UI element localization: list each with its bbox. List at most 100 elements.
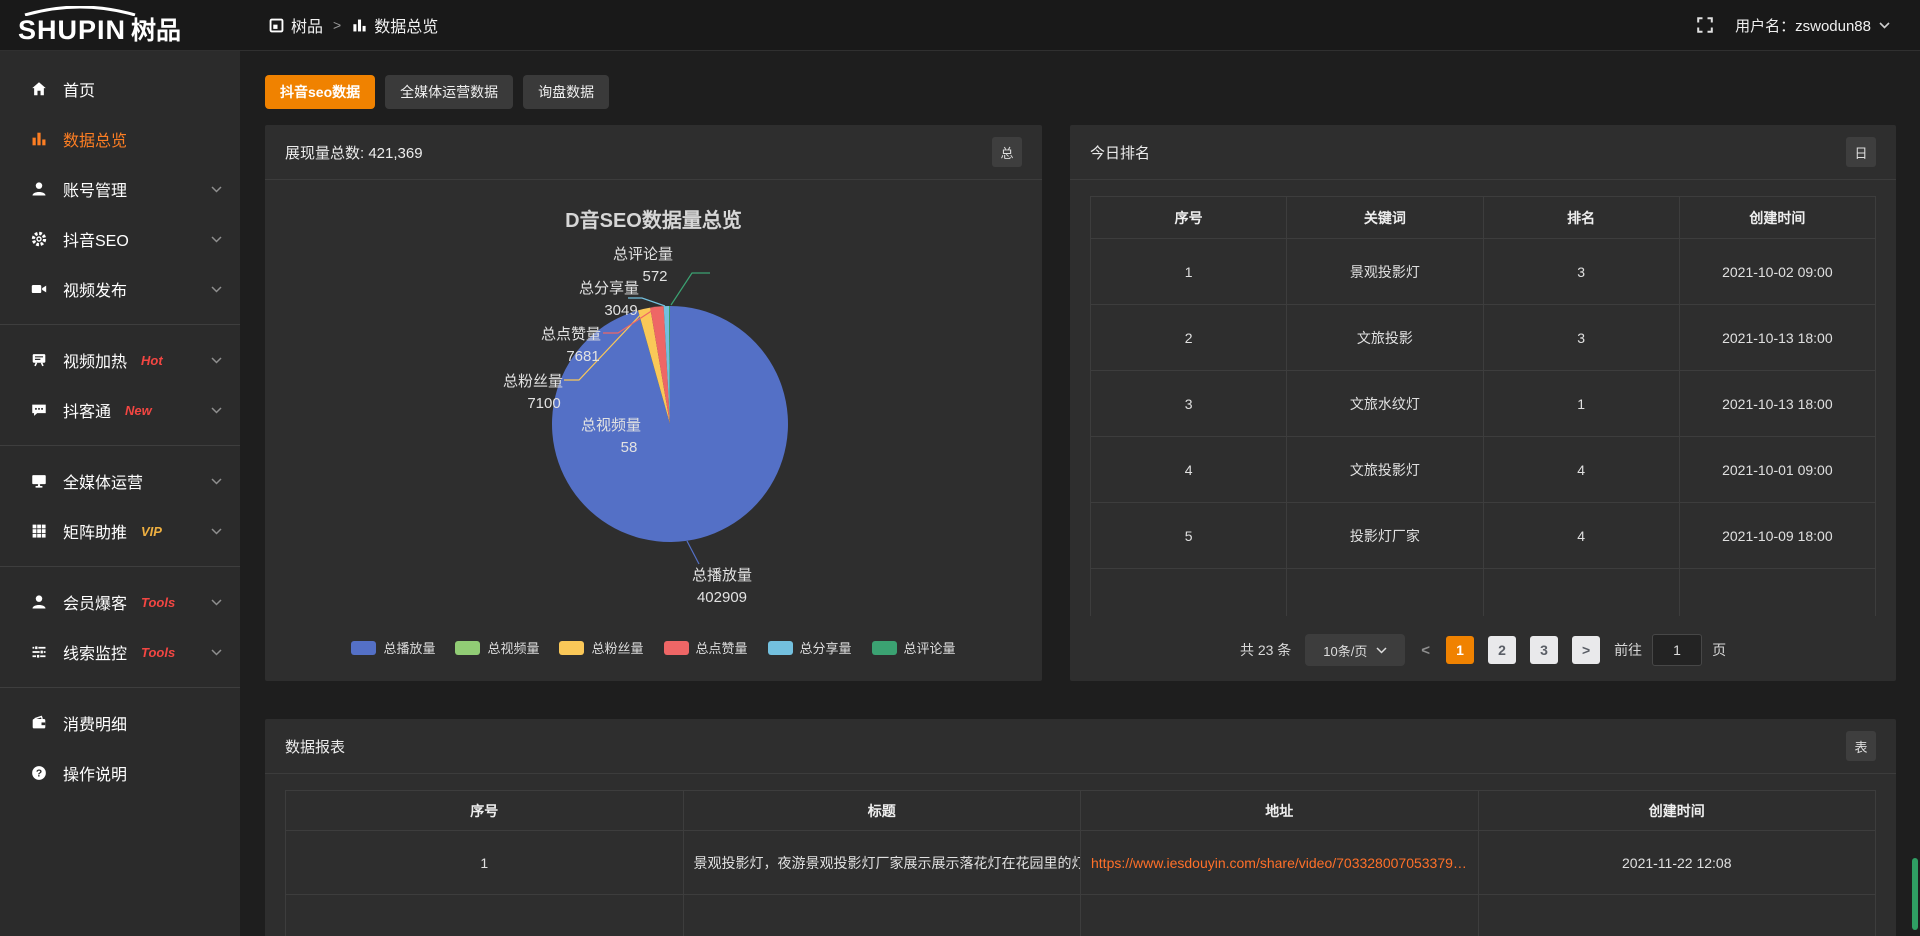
pie-slice-0 bbox=[551, 306, 788, 542]
tab-1[interactable]: 全媒体运营数据 bbox=[385, 75, 514, 109]
gear-icon bbox=[31, 231, 47, 247]
breadcrumb-root-label: 树品 bbox=[291, 19, 324, 36]
sidebar-item-label: 全媒体运营 bbox=[63, 475, 144, 492]
chevron-down-icon bbox=[211, 598, 222, 606]
sidebar-item-wallet[interactable]: 消费明细 bbox=[0, 698, 240, 748]
legend-item-4[interactable]: 总分享量 bbox=[767, 638, 852, 657]
table-cell: 2021-10-01 09:00 bbox=[1678, 436, 1876, 503]
tab-2[interactable]: 询盘数据 bbox=[523, 75, 610, 109]
prev-page-button[interactable]: < bbox=[1421, 641, 1431, 659]
fullscreen-icon[interactable] bbox=[1695, 15, 1715, 35]
table-row: 3 文旅水纹灯 1 2021-10-13 18:00 bbox=[1090, 370, 1876, 437]
page-button-1[interactable]: 1 bbox=[1446, 636, 1475, 664]
user-menu[interactable]: 用户名：zswodun88 bbox=[1735, 15, 1890, 36]
table-cell-title: 景观投影灯，夜游景观投影灯厂家展示展示落花灯在花园里的灯光投影应用效果 # bbox=[682, 830, 1081, 895]
table-cell: 3 bbox=[1090, 370, 1288, 437]
page-button-2[interactable]: 2 bbox=[1488, 636, 1517, 664]
table-cell: 2021-10-13 18:00 bbox=[1678, 304, 1876, 371]
sidebar-item-label: 视频加热 bbox=[63, 354, 128, 371]
main-content: 抖音seo数据 全媒体运营数据 询盘数据 展现量总数: 421,369 总 D音SE… bbox=[240, 51, 1920, 936]
chevron-down-icon bbox=[211, 406, 222, 414]
legend-label: 总分享量 bbox=[799, 641, 852, 656]
sidebar-item-home[interactable]: 首页 bbox=[0, 64, 240, 114]
table-cell: 文旅水纹灯 bbox=[1286, 370, 1484, 437]
table-cell-created: 2021-11-22 12:08 bbox=[1477, 830, 1876, 895]
legend-item-0[interactable]: 总播放量 bbox=[351, 638, 435, 657]
legend-swatch bbox=[351, 640, 377, 655]
sidebar-divider bbox=[0, 566, 240, 567]
column-header: 排名 bbox=[1482, 196, 1680, 239]
column-header: 创建时间 bbox=[1477, 790, 1876, 831]
pie-label-line bbox=[628, 297, 666, 307]
report-corner-button[interactable]: 表 bbox=[1846, 731, 1876, 761]
pie-label-value: 7100 bbox=[527, 395, 560, 412]
goto-group: 前往 页 bbox=[1614, 634, 1726, 666]
legend-item-1[interactable]: 总视频量 bbox=[455, 638, 539, 657]
tab-bar: 抖音seo数据 全媒体运营数据 询盘数据 bbox=[265, 75, 1896, 109]
pie-label-name: 总分享量 bbox=[579, 280, 639, 297]
overview-corner-button[interactable]: 总 bbox=[992, 137, 1022, 167]
sidebar-item-user[interactable]: 账号管理 bbox=[0, 164, 240, 214]
breadcrumb-current: 数据总览 bbox=[351, 13, 438, 37]
sidebar-item-person[interactable]: 会员爆客 Tools bbox=[0, 577, 240, 627]
sidebar-item-sliders[interactable]: 线索监控 Tools bbox=[0, 627, 240, 677]
column-header: 标题 bbox=[682, 790, 1081, 831]
sidebar-item-badge: VIP bbox=[141, 523, 162, 539]
grid-icon bbox=[32, 524, 46, 538]
table-cell: 2021-10-02 09:00 bbox=[1678, 238, 1876, 305]
page-button-3[interactable]: 3 bbox=[1530, 636, 1559, 664]
pie-label-name: 总视频量 bbox=[581, 417, 641, 434]
chevron-down-icon bbox=[211, 477, 222, 485]
topbar-right: 用户名：zswodun88 bbox=[1695, 15, 1920, 36]
breadcrumb-root[interactable]: 树品 bbox=[268, 13, 323, 37]
svg-text:?: ? bbox=[36, 769, 42, 780]
table-cell-no: 1 bbox=[285, 830, 684, 895]
legend-item-5[interactable]: 总评论量 bbox=[871, 638, 956, 657]
report-link[interactable]: https://www.iesdouyin.com/share/video/70… bbox=[1091, 854, 1468, 871]
report-table-wrapper: 序号标题地址创建时间1景观投影灯，夜游景观投影灯厂家展示展示落花灯在花园里的灯光… bbox=[285, 790, 1876, 936]
legend-swatch bbox=[663, 640, 689, 655]
pie-label-value: 572 bbox=[642, 268, 667, 285]
page-goto-input[interactable] bbox=[1652, 634, 1703, 666]
chevron-down-icon bbox=[211, 285, 222, 293]
chart-title: D音SEO数据量总览 bbox=[565, 210, 742, 232]
breadcrumb-separator: > bbox=[333, 17, 342, 33]
page-size-select[interactable]: 10条/页 bbox=[1305, 634, 1406, 666]
pie-label-value: 402909 bbox=[697, 589, 747, 606]
pie-label-line bbox=[686, 540, 700, 565]
chat-icon bbox=[32, 404, 46, 416]
scrollbar-thumb[interactable] bbox=[1912, 858, 1918, 930]
chevron-down-icon bbox=[1376, 646, 1387, 654]
monitor-icon bbox=[32, 475, 46, 488]
ranking-corner-button[interactable]: 日 bbox=[1846, 137, 1876, 167]
sidebar-item-monitor[interactable]: 全媒体运营 bbox=[0, 456, 240, 506]
sidebar-item-video[interactable]: 视频发布 bbox=[0, 264, 240, 314]
legend-swatch bbox=[767, 640, 793, 655]
legend-item-3[interactable]: 总点赞量 bbox=[663, 638, 748, 657]
table-cell: 3 bbox=[1482, 304, 1680, 371]
sidebar-item-chart[interactable]: 数据总览 bbox=[0, 114, 240, 164]
sidebar-item-grid[interactable]: 矩阵助推 VIP bbox=[0, 506, 240, 556]
column-header: 序号 bbox=[285, 790, 684, 831]
legend-label: 总评论量 bbox=[903, 641, 956, 656]
tab-0[interactable]: 抖音seo数据 bbox=[265, 75, 376, 109]
pagination: 共 23 条 10条/页 <123 > 前往 页 bbox=[1070, 634, 1896, 666]
table-row-empty bbox=[1090, 568, 1876, 616]
chevron-down-icon bbox=[211, 235, 222, 243]
sidebar-item-label: 矩阵助推 bbox=[63, 525, 128, 542]
bar-chart-icon bbox=[353, 19, 366, 31]
sidebar-item-chat[interactable]: 抖客通 New bbox=[0, 385, 240, 435]
next-page-button[interactable]: > bbox=[1572, 636, 1601, 664]
sidebar-item-gear[interactable]: 抖音SEO bbox=[0, 214, 240, 264]
column-header: 序号 bbox=[1090, 196, 1288, 239]
total-count-label: 共 23 条 bbox=[1239, 642, 1292, 658]
logo-stack: SHUPIN 树品 bbox=[18, 6, 181, 44]
pie-slice-4 bbox=[663, 306, 670, 424]
sidebar-item-question[interactable]: ? 操作说明 bbox=[0, 748, 240, 798]
table-cell: 5 bbox=[1090, 502, 1288, 569]
video-icon bbox=[31, 284, 47, 294]
sidebar-item-screen[interactable]: 视频加热 Hot bbox=[0, 335, 240, 385]
pie-label-name: 总粉丝量 bbox=[503, 373, 563, 390]
legend-item-2[interactable]: 总粉丝量 bbox=[559, 638, 644, 657]
